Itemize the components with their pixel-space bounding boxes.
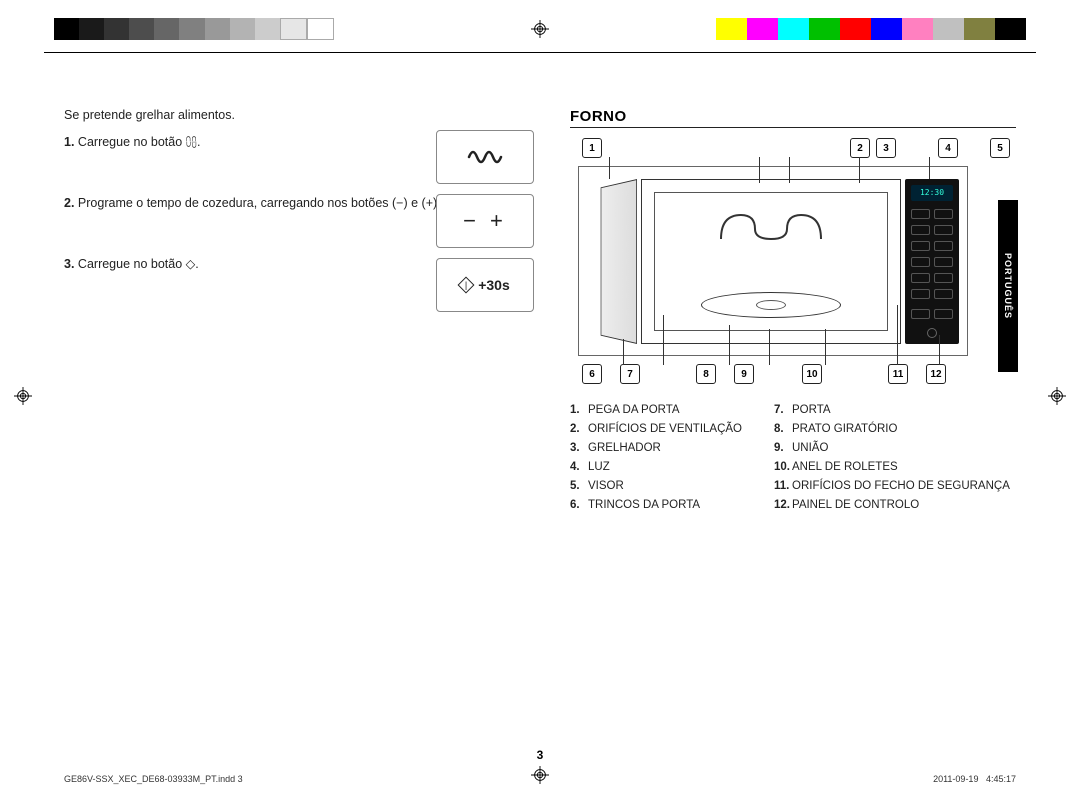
grill-wave-icon [465, 145, 505, 169]
registration-mark-icon [1048, 387, 1066, 405]
callout-6: 6 [582, 364, 602, 384]
intro-text: Se pretende grelhar alimentos. [64, 108, 534, 122]
callout-5: 5 [990, 138, 1010, 158]
callout-8: 8 [696, 364, 716, 384]
callout-12: 12 [926, 364, 946, 384]
callout-11: 11 [888, 364, 908, 384]
turntable-plate [701, 292, 841, 318]
oven-cavity [641, 179, 901, 344]
start-button-box: | +30s [436, 258, 534, 312]
footer-timestamp: 2011-09-19 4:45:17 [933, 774, 1016, 784]
crop-line [44, 52, 1036, 53]
language-tab: PORTUGUÊS [998, 200, 1018, 372]
callout-top-row: 1 2 3 4 5 [570, 138, 1016, 162]
callout-7: 7 [620, 364, 640, 384]
oven-inner-frame [654, 192, 888, 331]
callout-1: 1 [582, 138, 602, 158]
diamond-icon: | [458, 277, 475, 294]
forno-column: FORNO PORTUGUÊS 1 2 3 4 5 [570, 108, 1016, 744]
callout-10: 10 [802, 364, 822, 384]
plus-icon: + [490, 208, 517, 234]
registration-mark-icon [531, 766, 549, 784]
panel-display: 12:30 [911, 185, 953, 201]
callout-bottom-row: 6 7 8 9 10 11 12 [570, 360, 1016, 384]
registration-mark-icon [14, 387, 32, 405]
grill-button-box [436, 130, 534, 184]
footer-filename: GE86V-SSX_XEC_DE68-03933M_PT.indd 3 [64, 774, 243, 784]
parts-list: 1.PEGA DA PORTA 2.ORIFÍCIOS DE VENTILAÇÃ… [570, 404, 1016, 518]
callout-4: 4 [938, 138, 958, 158]
parts-col-a: 1.PEGA DA PORTA 2.ORIFÍCIOS DE VENTILAÇÃ… [570, 404, 742, 518]
grayscale-bars [54, 18, 334, 40]
parts-col-b: 7.PORTA 8.PRATO GIRATÓRIO 9.UNIÃO 10.ANE… [774, 404, 1010, 518]
section-title: FORNO [570, 108, 1016, 128]
callout-9: 9 [734, 364, 754, 384]
color-swatches [716, 18, 1026, 40]
callout-3: 3 [876, 138, 896, 158]
oven-diagram: 12:30 [578, 166, 968, 356]
instructions-column: Se pretende grelhar alimentos. 1. Carreg… [64, 108, 534, 744]
oven-door [601, 179, 637, 344]
page-number: 3 [537, 748, 544, 762]
plus-30s-label: +30s [478, 277, 510, 293]
minus-plus-button-box: −+ [436, 194, 534, 248]
registration-mark-icon [531, 20, 549, 38]
callout-2: 2 [850, 138, 870, 158]
grill-element-icon [711, 209, 831, 243]
control-panel: 12:30 [905, 179, 959, 344]
minus-icon: − [463, 208, 490, 234]
